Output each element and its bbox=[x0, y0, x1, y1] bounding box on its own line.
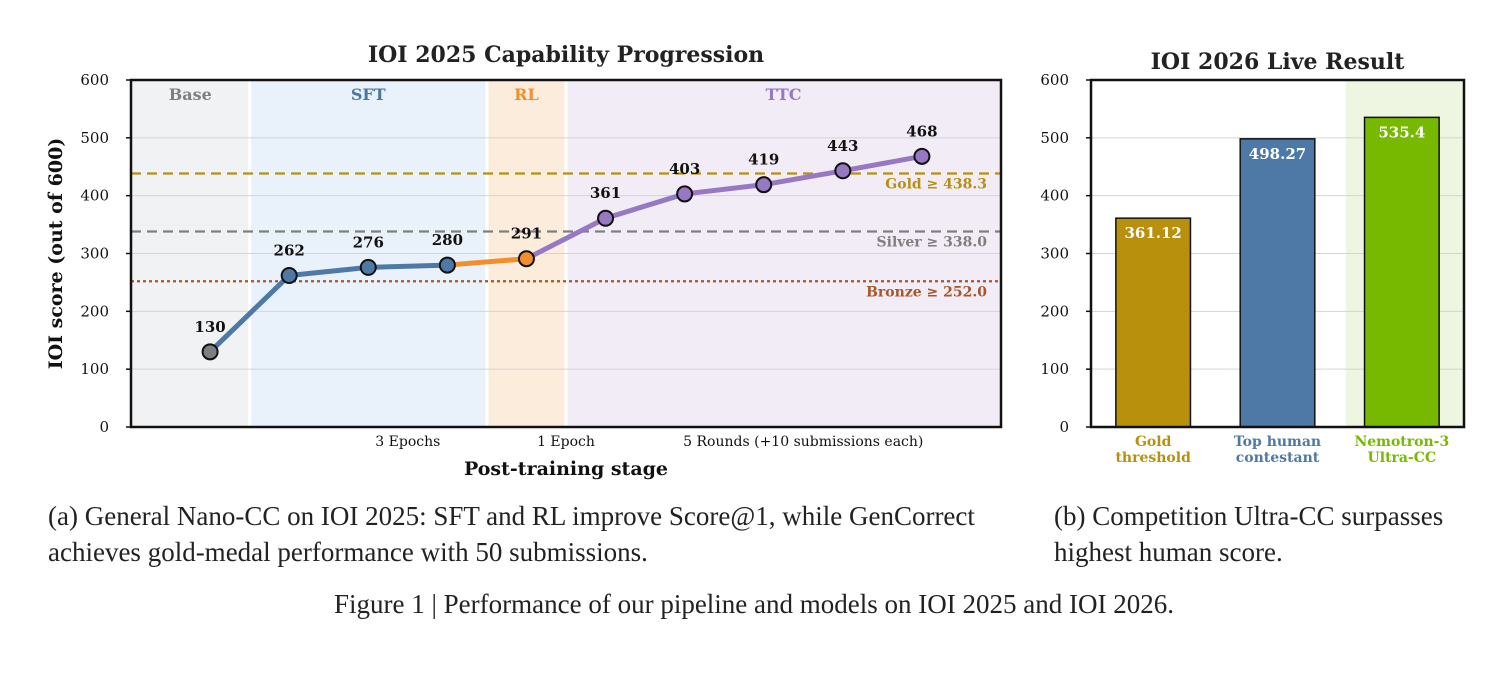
data-point bbox=[676, 185, 694, 203]
chart-title: IOI 2026 Live Result bbox=[1151, 49, 1406, 75]
x-tick-label: Ultra-CC bbox=[1368, 450, 1437, 466]
data-label: 468 bbox=[906, 122, 937, 140]
data-point bbox=[201, 343, 219, 361]
y-tick-label: 100 bbox=[80, 360, 109, 378]
data-points bbox=[201, 147, 931, 361]
x-tick-label: contestant bbox=[1236, 450, 1320, 466]
x-tick-label: 5 Rounds (+10 submissions each) bbox=[683, 434, 923, 450]
y-tick-label: 0 bbox=[1059, 418, 1069, 436]
y-tick-label: 600 bbox=[1040, 71, 1069, 89]
data-label: 262 bbox=[274, 241, 305, 259]
data-label: 291 bbox=[511, 225, 542, 243]
y-tick-label: 300 bbox=[80, 245, 109, 263]
bars bbox=[1115, 116, 1440, 428]
y-tick-label: 600 bbox=[80, 71, 109, 89]
stage-label-sft: SFT bbox=[351, 85, 386, 104]
series-line-ttc bbox=[523, 153, 925, 262]
y-tick-label: 300 bbox=[1040, 245, 1069, 263]
data-point bbox=[834, 162, 852, 180]
data-label: 419 bbox=[748, 151, 779, 169]
chart-title: IOI 2025 Capability Progression bbox=[368, 42, 764, 68]
x-ticks: 3 Epochs 1 Epoch 5 Rounds (+10 submissions… bbox=[375, 434, 923, 450]
data-point bbox=[359, 258, 377, 276]
y-tick-label: 0 bbox=[99, 418, 109, 436]
y-tick-label: 200 bbox=[1040, 302, 1069, 320]
y-ticks: 0 100 200 300 400 500 600 bbox=[80, 71, 131, 436]
bar bbox=[1115, 217, 1192, 428]
data-point bbox=[755, 176, 773, 194]
y-tick-label: 200 bbox=[80, 302, 109, 320]
series-line-sft bbox=[207, 262, 450, 355]
data-label: 276 bbox=[353, 233, 384, 251]
data-label: 403 bbox=[669, 160, 700, 178]
threshold-label-gold: Gold ≥ 438.3 bbox=[885, 177, 987, 193]
y-tick-label: 400 bbox=[1040, 187, 1069, 205]
data-point bbox=[517, 250, 535, 268]
bar bbox=[1239, 138, 1316, 428]
data-label: 130 bbox=[194, 318, 225, 336]
bar-value-label: 535.4 bbox=[1378, 123, 1425, 141]
y-ticks: 0 100 200 300 400 500 600 bbox=[1040, 71, 1091, 436]
caption-b: (b) Competition Ultra-CC surpasses highe… bbox=[1054, 501, 1444, 567]
x-tick-label: Nemotron-3 bbox=[1354, 434, 1449, 450]
y-tick-label: 400 bbox=[80, 187, 109, 205]
y-tick-label: 100 bbox=[1040, 360, 1069, 378]
stage-label-base: Base bbox=[169, 85, 212, 104]
data-labels: 130 262 276 280 291 361 403 419 443 468 bbox=[194, 122, 937, 335]
data-label: 443 bbox=[827, 137, 858, 155]
data-point bbox=[913, 147, 931, 165]
data-point bbox=[438, 256, 456, 274]
data-label: 280 bbox=[432, 231, 463, 249]
bar-value-labels: 361.12 498.27 535.4 bbox=[1124, 123, 1425, 242]
x-tick-label: threshold bbox=[1115, 450, 1191, 466]
x-tick-label: Gold bbox=[1135, 434, 1172, 450]
bar-chart: 361.12 498.27 535.4 0 100 200 300 400 500 600 Go… bbox=[1040, 49, 1466, 466]
x-tick-label: 3 Epochs bbox=[375, 434, 440, 450]
threshold-lines: Gold ≥ 438.3 Silver ≥ 338.0 Bronze ≥ 252.0 bbox=[131, 172, 1001, 300]
stage-label-ttc: TTC bbox=[766, 85, 802, 104]
x-axis-label: Post-training stage bbox=[464, 458, 668, 480]
data-point bbox=[597, 209, 615, 227]
data-point bbox=[280, 266, 298, 284]
threshold-label-silver: Silver ≥ 338.0 bbox=[877, 235, 988, 251]
bar-value-label: 498.27 bbox=[1249, 145, 1306, 163]
y-axis-label: IOI score (out of 600) bbox=[45, 138, 67, 370]
caption-a: (a) General Nano-CC on IOI 2025: SFT and… bbox=[48, 501, 975, 567]
y-tick-label: 500 bbox=[80, 129, 109, 147]
y-tick-label: 500 bbox=[1040, 129, 1069, 147]
bar-value-label: 361.12 bbox=[1124, 224, 1181, 242]
x-tick-label: 1 Epoch bbox=[537, 434, 595, 450]
data-label: 361 bbox=[590, 184, 621, 202]
bar bbox=[1363, 116, 1440, 428]
x-tick-label: Top human bbox=[1234, 434, 1321, 450]
figure-caption: Figure 1 | Performance of our pipeline a… bbox=[334, 589, 1174, 619]
stage-label-rl: RL bbox=[514, 85, 539, 104]
series-lines bbox=[207, 153, 925, 355]
grid bbox=[131, 137, 1001, 370]
threshold-label-bronze: Bronze ≥ 252.0 bbox=[866, 284, 987, 300]
line-chart: Base SFT RL TTC Gold ≥ 438.3 Silver ≥ 338.0 B… bbox=[45, 42, 1003, 480]
series-line-rl bbox=[444, 256, 529, 268]
